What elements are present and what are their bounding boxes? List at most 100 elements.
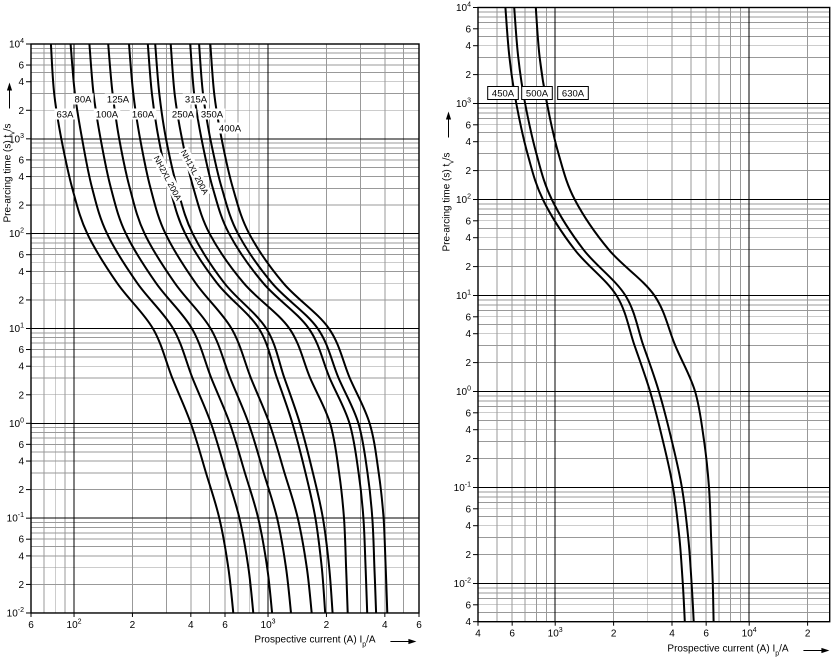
svg-text:315A: 315A: [185, 94, 208, 105]
y-tick-label: 6: [465, 120, 471, 131]
y-tick-label: 6: [18, 250, 24, 261]
curve-label-500A: 500A: [521, 86, 553, 100]
y-tick-label: 4: [465, 521, 471, 532]
svg-text:63A: 63A: [57, 109, 75, 120]
x-axis-title-right: Prospective current (A) Ip/A: [667, 644, 830, 657]
y-tick-label: 4: [465, 41, 471, 52]
y-axis-title-pre: Pre-arcing time (s) t: [2, 134, 14, 223]
y-tick-label: 10-1: [454, 482, 471, 495]
x-axis-title-post: /A: [779, 643, 789, 655]
curve-350A: [198, 43, 378, 614]
y-tick-label: 4: [18, 172, 24, 183]
curve-250A: [169, 43, 349, 614]
svg-text:160A: 160A: [132, 109, 155, 120]
y-tick-label: 2: [465, 166, 471, 177]
y-tick-label: 6: [465, 408, 471, 419]
y-axis-title-text: Pre-arcing time (s) tv/s: [2, 123, 17, 223]
y-tick-label: 6: [18, 345, 24, 356]
plot-border: [477, 6, 831, 623]
y-axis-title-post: /s: [2, 123, 14, 132]
svg-text:NH2XL 200A: NH2XL 200A: [152, 154, 184, 203]
y-tick-label: 102: [9, 228, 24, 241]
y-tick-label: 101: [9, 322, 24, 335]
y-tick-label: 6: [465, 600, 471, 611]
right-arrow-icon: [803, 647, 830, 653]
chart-panel-1: 4 6 103 2 4 6 104 2 104 6 4 2 103 6 4 2 102 6 4 2 101 6 4 2 100 6…: [454, 2, 831, 640]
curve-label-80A: 80A: [72, 93, 94, 105]
y-tick-label: 4: [18, 457, 24, 468]
y-axis-title-right: Pre-arcing time (s) tv/s: [441, 110, 456, 252]
curve-NH1XL-200A: [154, 43, 334, 614]
x-tick-label: 4: [188, 620, 194, 631]
curve-100A: [88, 43, 274, 614]
svg-text:125A: 125A: [107, 94, 130, 105]
y-tick-label: 2: [465, 70, 471, 81]
y-tick-label: 2: [465, 262, 471, 273]
curve-80A: [69, 43, 255, 614]
curve-label-400A: 400A: [216, 122, 244, 134]
x-axis-title-post: /A: [366, 634, 376, 646]
up-arrow-icon: [445, 111, 451, 138]
y-tick-label: 6: [465, 312, 471, 323]
curve-label-NH1XL-200A: NH1XL 200A: [177, 146, 213, 198]
curve-label-350A: 350A: [198, 108, 226, 120]
y-tick-label: 6: [465, 24, 471, 35]
x-axis-title-left: Prospective current (A) Ip/A: [254, 634, 417, 649]
x-axis-title-pre: Prospective current (A) I: [667, 643, 776, 655]
y-axis-title-sub: v: [448, 160, 456, 164]
y-tick-label: 6: [465, 216, 471, 227]
x-tick-label: 2: [324, 620, 330, 631]
axis-ticks: 4 6 103 2 4 6 104 2 104 6 4 2 103 6 4 2 102 6 4 2 101 6 4 2 100 6…: [454, 2, 811, 640]
axis-ticks: 6 102 2 4 6 103 2 4 6 104 6 4 2 103 6 4 2 102 6 4 2 101 6 4 2 100…: [7, 38, 423, 631]
y-tick-label: 10-1: [7, 512, 24, 525]
y-tick-label: 4: [465, 137, 471, 148]
curve-label-630A: 630A: [557, 86, 589, 100]
y-axis-title-post: /s: [441, 152, 453, 161]
y-axis-title-sub: v: [9, 131, 17, 135]
x-tick-label: 6: [703, 629, 709, 640]
svg-text:500A: 500A: [526, 88, 549, 99]
curve-label-63A: 63A: [54, 108, 76, 120]
y-tick-label: 4: [465, 233, 471, 244]
y-axis-title-text: Pre-arcing time (s) tv/s: [441, 152, 456, 252]
x-axis-title-sub: p: [775, 650, 780, 657]
curve-label-160A: 160A: [129, 108, 157, 120]
y-tick-label: 4: [18, 77, 24, 88]
x-tick-label: 6: [222, 620, 228, 631]
y-tick-label: 6: [465, 504, 471, 515]
y-tick-label: 104: [456, 2, 471, 15]
y-tick-label: 2: [18, 201, 24, 212]
curve-450A: [504, 7, 686, 622]
curve-315A: [189, 43, 369, 614]
y-tick-label: 2: [18, 390, 24, 401]
y-tick-label: 6: [18, 440, 24, 451]
x-tick-label: 6: [416, 620, 422, 631]
svg-text:NH1XL 200A: NH1XL 200A: [179, 148, 211, 197]
curve-label-450A: 450A: [487, 86, 519, 100]
y-axis-title-left: Pre-arcing time (s) tv/s: [2, 81, 17, 223]
grid-minor-lines: [478, 7, 830, 622]
up-arrow-icon: [6, 82, 12, 109]
y-tick-label: 2: [465, 550, 471, 561]
y-tick-label: 2: [18, 295, 24, 306]
curve-NH2XL-200A: [146, 43, 327, 614]
y-tick-label: 104: [9, 38, 24, 51]
y-tick-label: 101: [456, 290, 471, 303]
x-tick-label: 102: [67, 618, 82, 631]
y-tick-label: 6: [18, 61, 24, 72]
svg-text:100A: 100A: [96, 109, 119, 120]
y-tick-label: 2: [465, 358, 471, 369]
x-tick-label: 4: [382, 620, 388, 631]
svg-text:250A: 250A: [172, 109, 195, 120]
x-tick-label: 4: [669, 629, 675, 640]
svg-text:350A: 350A: [201, 109, 224, 120]
x-tick-label: 6: [509, 629, 515, 640]
x-tick-label: 2: [130, 620, 136, 631]
y-tick-label: 2: [18, 580, 24, 591]
curve-630A: [534, 7, 715, 622]
y-tick-label: 10-2: [7, 607, 24, 620]
x-axis-title-text: Prospective current (A) Ip/A: [667, 644, 788, 657]
y-axis-title-pre: Pre-arcing time (s) t: [441, 163, 453, 252]
x-axis-title-pre: Prospective current (A) I: [254, 634, 363, 646]
